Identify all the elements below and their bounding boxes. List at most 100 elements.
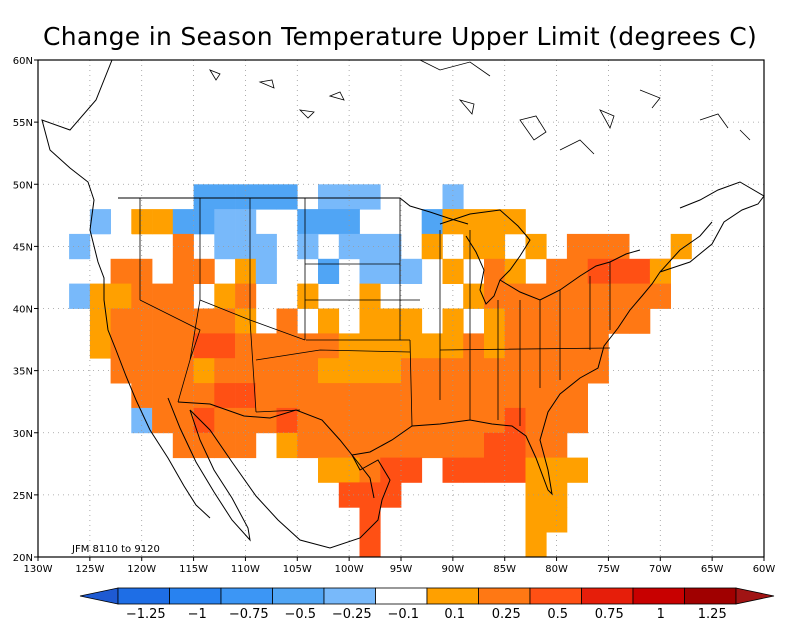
lon-tick-label: 95W [390,564,413,575]
heatmap-cell [318,457,340,483]
heatmap-cell [546,308,568,334]
heatmap-cell [566,457,588,483]
heatmap-cell [276,432,298,459]
heatmap-cell [484,358,506,384]
heatmap-cell [214,184,236,210]
heatmap-cell [525,233,547,260]
heatmap-cell [131,258,153,284]
heatmap-cell [131,308,153,334]
heatmap-cell [401,358,423,384]
lon-tick-label: 80W [545,564,568,575]
lat-tick-label: 30N [13,429,33,440]
baja-peninsula [167,397,251,542]
heatmap-cell [297,233,319,260]
heatmap-cell [276,308,298,334]
heatmap-cell [359,333,381,359]
heatmap-cell [566,407,588,434]
gulf-coast [351,221,713,496]
heatmap-cell [110,233,132,260]
colorbar-label: −1 [188,607,207,618]
heatmap-cell [380,432,402,459]
heatmap-cell [442,308,464,334]
us-canada-border-west [118,197,469,225]
heatmap-cell [338,184,360,210]
heatmap-cell [214,283,236,309]
heatmap-cell [608,258,630,284]
heatmap-cell [131,333,153,359]
heatmap-cell [525,333,547,359]
heatmap-cell [172,333,194,359]
heatmap-cell [235,233,257,260]
heatmap-cell [484,432,506,459]
heatmap-cell [172,432,194,459]
heatmap-cell [401,308,423,334]
heatmap-cell [442,184,464,210]
heatmap-cell [89,283,111,309]
heatmap-cell [587,283,609,309]
heatmap-cell [172,209,194,235]
heatmap-cell [504,432,526,459]
colorbar-label: 1 [657,607,665,618]
heatmap-cell [359,383,381,409]
colorbar-swatch [581,587,634,605]
heatmap-cell [649,283,671,309]
heatmap-cell [504,358,526,384]
heatmap-cell [69,283,91,309]
lat-tick-label: 50N [13,180,33,191]
colorbar-swatch [220,587,273,605]
colorbar-label: 0.1 [444,607,465,618]
northeast-maritime [659,181,765,273]
heatmap-cell [338,333,360,359]
heatmap-cell [442,258,464,284]
heatmap-cell [214,407,236,434]
heatmap-cell [380,333,402,359]
heatmap-cell [359,457,381,483]
colorbar-swatch [632,587,685,605]
heatmap-cell [297,407,319,434]
heatmap-cell [401,457,423,483]
heatmap-cell [359,233,381,260]
state-lines [139,198,611,427]
us-mexico-border [177,401,375,499]
heatmap-cell [525,532,547,558]
heatmap-cell [504,209,526,235]
heatmap-cell [110,333,132,359]
heatmap-cell [359,258,381,284]
heatmap-cell [276,333,298,359]
colorbar-low-arrow [79,587,119,605]
heatmap-cell [484,209,506,235]
heatmap-cell [131,283,153,309]
heatmap-cell [525,308,547,334]
heatmap-cell [318,407,340,434]
heatmap-cell [629,308,651,334]
heatmap-cell [235,333,257,359]
lon-tick-label: 100W [335,564,364,575]
heatmap-cell [380,383,402,409]
heatmap-cell [566,233,588,260]
heatmap-cell [504,383,526,409]
heatmap-cell [318,209,340,235]
heatmap-cell [504,283,526,309]
colorbar-label: 0.75 [595,607,624,618]
colorbar-label: 0.5 [547,607,568,618]
heatmap-cell [235,283,257,309]
heatmap-cell [401,432,423,459]
colorbar-swatch [684,587,737,605]
lon-tick-label: 60W [753,564,776,575]
heatmap-cell [318,333,340,359]
heatmap-cell [359,184,381,210]
chart-title: Change in Season Temperature Upper Limit… [42,22,758,51]
heatmap-cell [504,308,526,334]
heatmap-cell [504,258,526,284]
heatmap-cell [193,432,215,459]
heatmap-cell [131,209,153,235]
heatmap-cell [670,233,692,260]
heatmap-cell [504,333,526,359]
heatmap-cell [318,432,340,459]
lon-tick-label: 115W [179,564,208,575]
heatmap-cell [380,482,402,508]
heatmap-cell [566,283,588,309]
heatmap-cell [276,407,298,434]
heatmap-cell [359,358,381,384]
